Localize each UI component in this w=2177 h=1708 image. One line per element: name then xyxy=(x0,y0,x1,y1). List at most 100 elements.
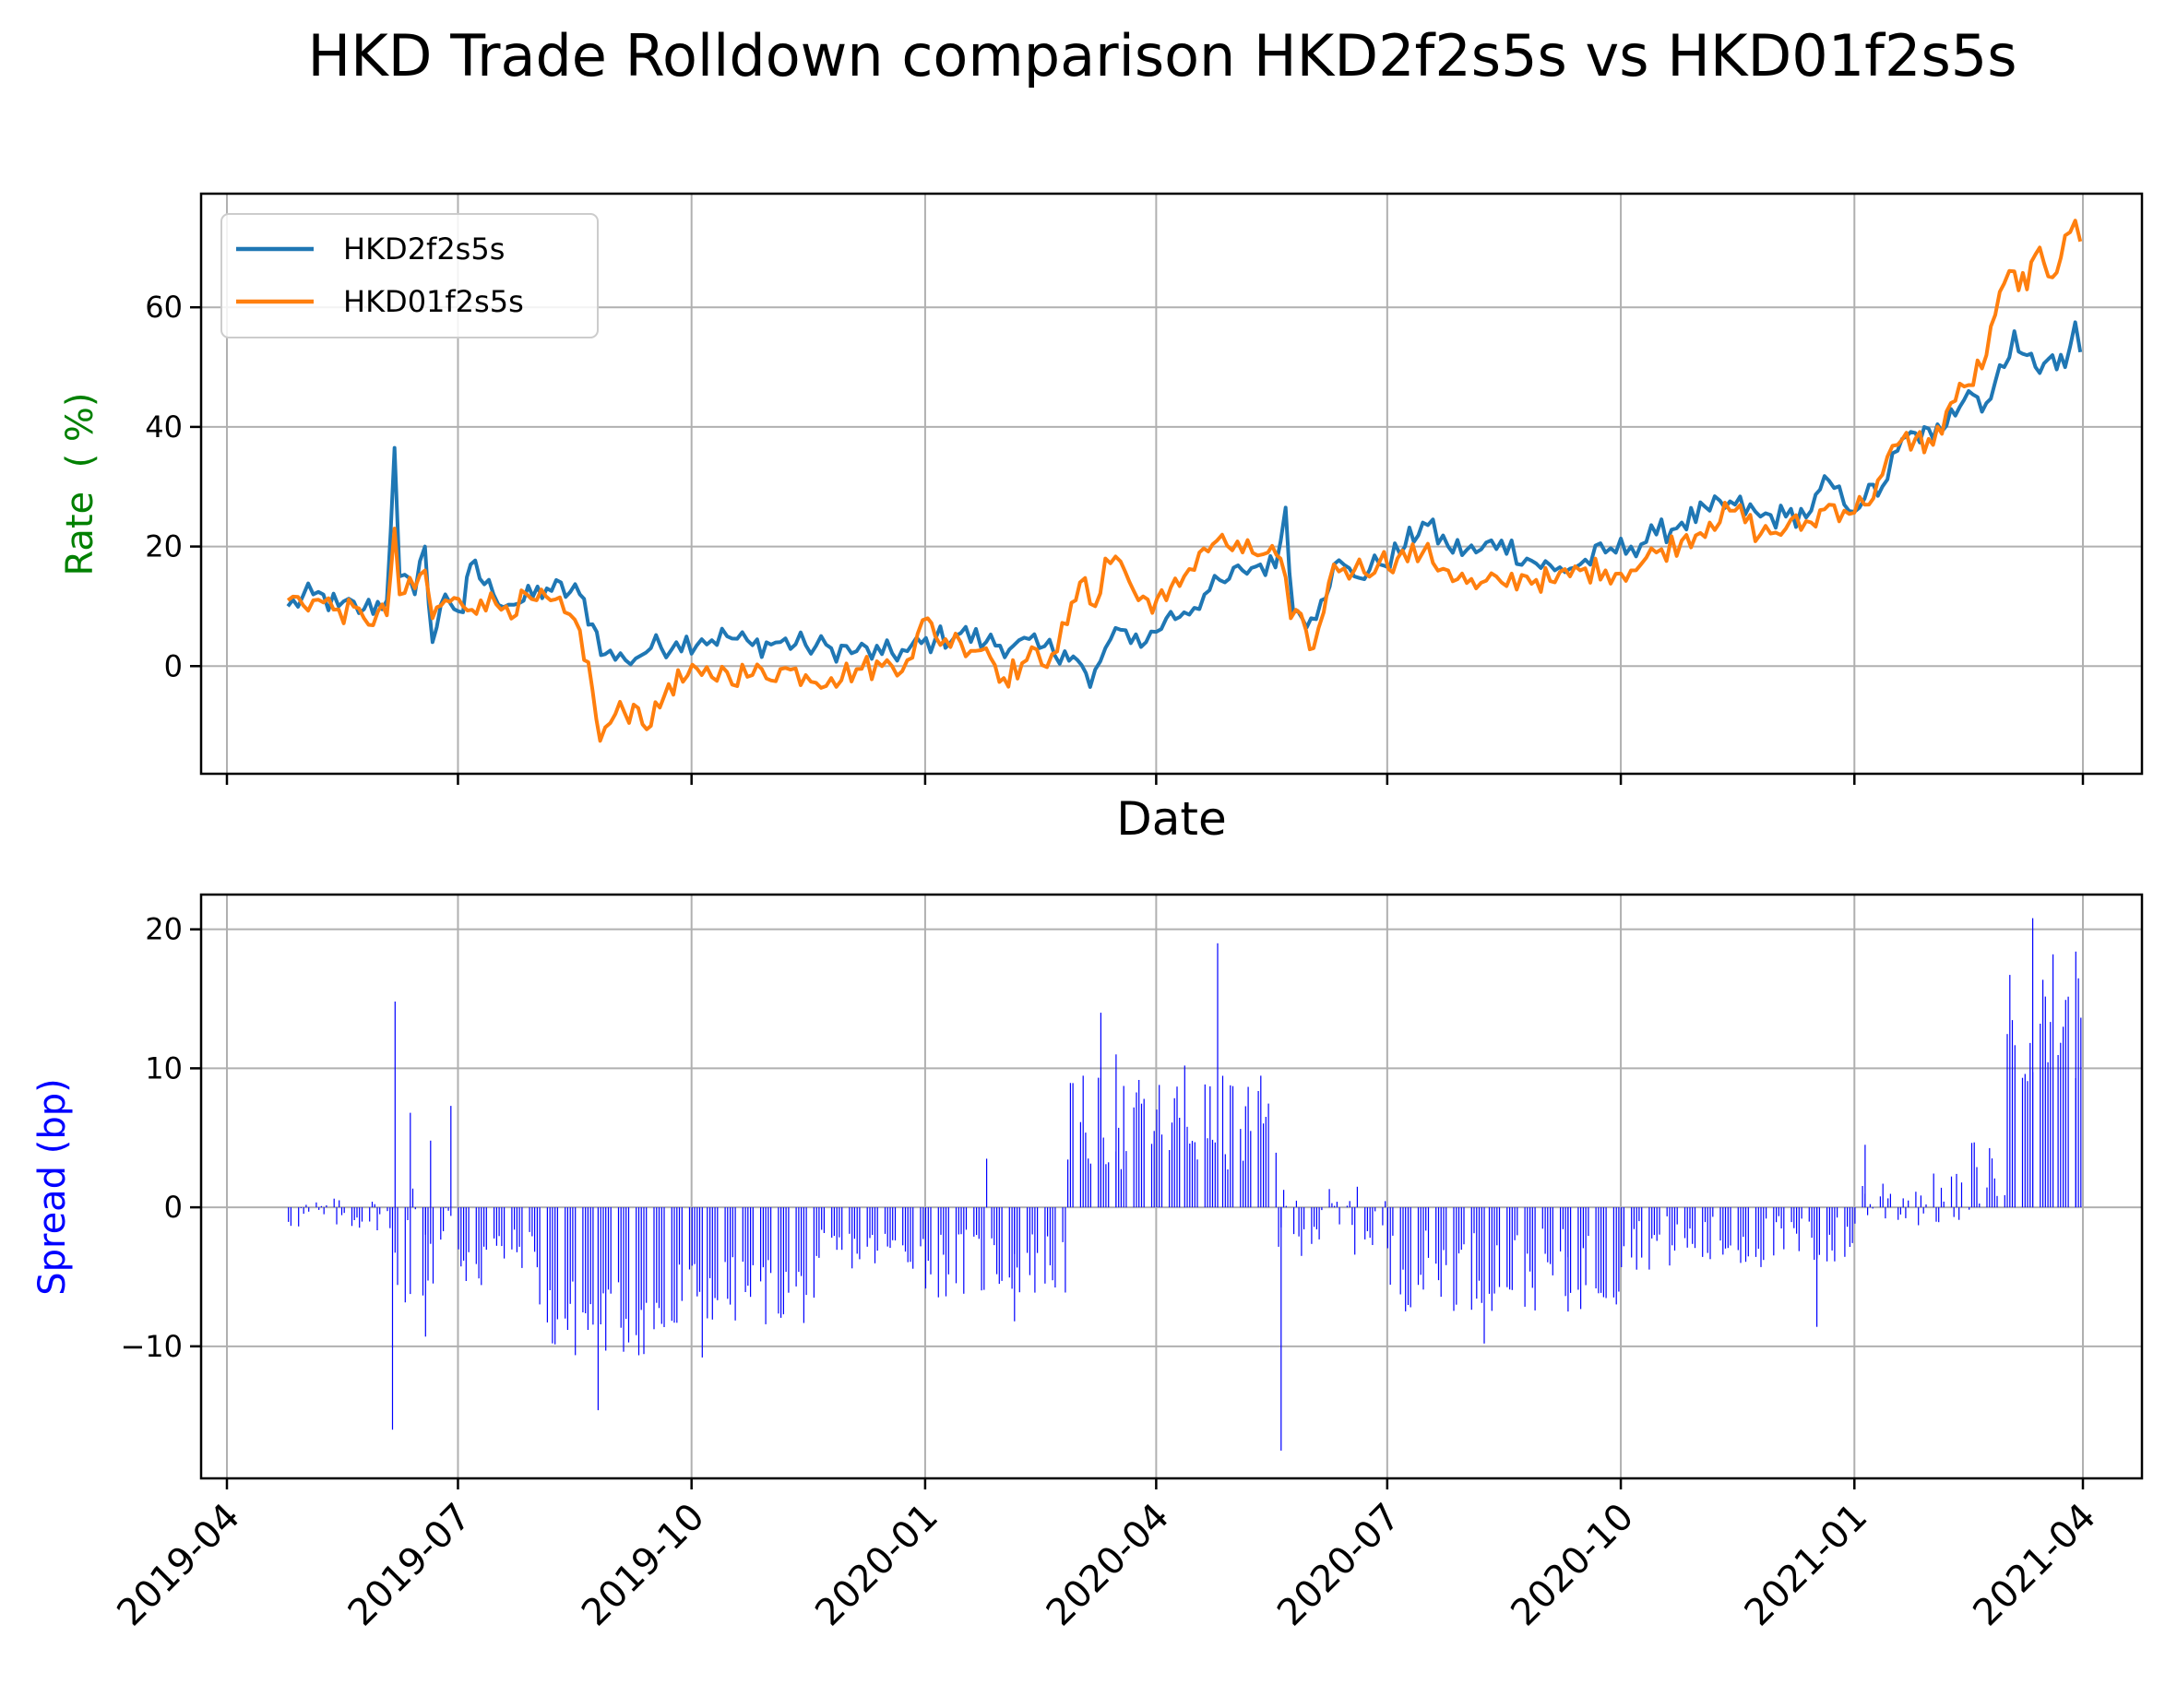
spread-bar xyxy=(1692,1207,1694,1244)
legend: HKD2f2s5s HKD01f2s5s xyxy=(220,213,599,338)
spread-bar xyxy=(1443,1207,1445,1251)
spread-bar xyxy=(1437,1207,1440,1281)
spread-bar xyxy=(1560,1207,1562,1251)
spread-bar xyxy=(2080,1017,2082,1208)
spread-bar xyxy=(1564,1207,1566,1297)
spread-bar xyxy=(836,1207,838,1251)
spread-bar xyxy=(798,1207,800,1273)
spread-bar xyxy=(605,1207,607,1351)
spread-bar xyxy=(566,1207,568,1330)
spread-bar xyxy=(336,1207,338,1225)
spread-bar xyxy=(1029,1207,1030,1275)
spread-bar xyxy=(1847,1207,1849,1228)
spread-bar xyxy=(1204,1084,1206,1208)
spread-bar xyxy=(1027,1207,1029,1253)
spread-bar xyxy=(1285,1205,1287,1208)
spread-bar xyxy=(1933,1173,1934,1208)
spread-bar xyxy=(744,1207,746,1292)
spread-bar xyxy=(1641,1207,1643,1258)
spread-bar xyxy=(483,1207,485,1247)
top-x-tick-marks xyxy=(225,774,2085,785)
spread-bar xyxy=(1067,1159,1069,1208)
spread-bar xyxy=(1979,1204,1981,1208)
spread-bar xyxy=(853,1207,855,1239)
spread-bar xyxy=(2047,1062,2049,1208)
spread-bar xyxy=(1960,1182,1963,1208)
spread-bar xyxy=(303,1207,304,1215)
spread-bar xyxy=(983,1207,985,1290)
spread-bar xyxy=(427,1207,429,1281)
spread-bar xyxy=(1209,1085,1211,1208)
spread-bar xyxy=(730,1207,732,1305)
spread-bar xyxy=(2044,996,2046,1208)
spread-bar xyxy=(1755,1207,1757,1257)
spread-bar xyxy=(597,1207,599,1411)
spread-bar xyxy=(788,1207,790,1293)
spread-bar xyxy=(1783,1207,1785,1250)
spread-bar xyxy=(1534,1207,1536,1311)
spread-bar xyxy=(1385,1201,1386,1208)
spread-bar xyxy=(1737,1207,1739,1251)
spread-bar xyxy=(688,1207,691,1270)
spread-bar xyxy=(698,1207,701,1292)
spread-bar xyxy=(460,1207,462,1267)
spread-bar xyxy=(1811,1207,1813,1239)
spread-bar xyxy=(585,1207,587,1313)
spread-bar xyxy=(1346,1205,1348,1208)
spread-bar xyxy=(1816,1207,1818,1327)
spread-bar xyxy=(1280,1207,1282,1451)
spread-bar xyxy=(1776,1207,1778,1223)
spread-bar xyxy=(1366,1207,1368,1231)
spread-bar xyxy=(1089,1163,1091,1208)
spread-bar xyxy=(727,1207,729,1299)
bottom-panel: −10 0 10 20 2019-04 2019-07 2019-10 2020-01 202… xyxy=(31,893,2144,1634)
spread-bar xyxy=(1399,1207,1401,1295)
spread-bar xyxy=(696,1207,698,1297)
spread-bar xyxy=(815,1207,817,1256)
spread-bar xyxy=(2067,996,2069,1208)
spread-bar xyxy=(1798,1207,1800,1251)
spread-bar xyxy=(1476,1207,1478,1299)
spread-bar xyxy=(1719,1207,1721,1241)
spread-bar xyxy=(1648,1207,1650,1270)
spread-bar xyxy=(795,1207,797,1287)
spread-bar xyxy=(1887,1198,1889,1208)
spread-bar xyxy=(2077,978,2079,1208)
spread-bar xyxy=(546,1207,548,1323)
spread-bar xyxy=(1793,1207,1795,1228)
spread-bar xyxy=(1582,1207,1584,1249)
spread-bar xyxy=(617,1207,620,1283)
spread-bar xyxy=(1392,1207,1394,1236)
spread-bar xyxy=(1653,1207,1655,1236)
spread-bar xyxy=(658,1207,660,1309)
spread-bar xyxy=(1773,1207,1775,1256)
spread-bar xyxy=(978,1207,980,1239)
spread-bar xyxy=(308,1207,310,1212)
spread-bar xyxy=(485,1207,487,1251)
spread-bar xyxy=(371,1202,374,1208)
spread-bar xyxy=(602,1207,604,1294)
spread-bar xyxy=(589,1207,591,1305)
spread-bar xyxy=(1422,1207,1424,1290)
spread-bar xyxy=(767,1207,769,1261)
spread-bar xyxy=(1580,1207,1582,1310)
spread-bar xyxy=(305,1204,307,1208)
spread-bar xyxy=(1445,1207,1447,1265)
spread-bar xyxy=(1935,1207,1937,1222)
spread-bar xyxy=(1514,1207,1516,1240)
spread-bar xyxy=(1763,1207,1765,1261)
spread-bar xyxy=(1303,1207,1305,1229)
spread-bar xyxy=(1885,1207,1886,1219)
spread-bar xyxy=(430,1140,432,1208)
spread-bar xyxy=(1037,1207,1039,1253)
spread-bar xyxy=(851,1207,853,1269)
spread-bar xyxy=(1231,1085,1234,1208)
spread-bar xyxy=(1314,1207,1315,1228)
spread-bar xyxy=(1001,1207,1003,1281)
spread-bar xyxy=(424,1207,426,1337)
spread-bar xyxy=(818,1207,820,1258)
top-y-tick-label: 0 xyxy=(164,648,183,683)
spread-bar xyxy=(1138,1080,1140,1208)
spread-bar xyxy=(1976,1167,1978,1208)
